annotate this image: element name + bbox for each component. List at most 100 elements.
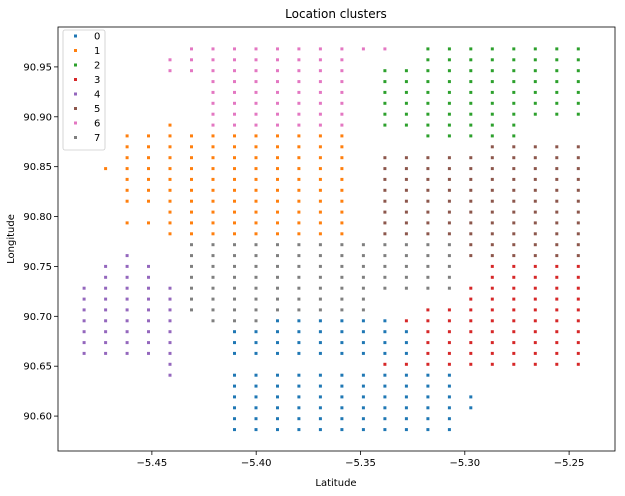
point-series-5 <box>533 199 537 203</box>
point-series-0 <box>297 428 301 432</box>
point-series-6 <box>318 123 322 127</box>
point-series-1 <box>190 156 193 160</box>
point-series-0 <box>276 319 279 323</box>
point-series-3 <box>533 286 537 290</box>
point-series-0 <box>276 373 279 377</box>
point-series-1 <box>297 134 301 138</box>
point-series-5 <box>490 243 494 247</box>
point-series-0 <box>318 341 322 345</box>
point-series-5 <box>490 156 494 160</box>
point-series-5 <box>447 177 451 181</box>
point-series-6 <box>276 101 279 105</box>
point-series-7 <box>233 319 236 323</box>
point-series-1 <box>254 145 258 149</box>
point-series-3 <box>490 286 494 290</box>
point-series-7 <box>276 308 279 312</box>
point-series-4 <box>147 308 150 312</box>
point-series-0 <box>254 406 258 410</box>
point-series-5 <box>576 188 580 192</box>
point-series-1 <box>168 221 172 225</box>
point-series-6 <box>254 123 258 127</box>
point-series-5 <box>426 156 430 160</box>
point-series-3 <box>533 264 537 268</box>
point-series-2 <box>576 47 580 51</box>
point-series-4 <box>168 362 172 366</box>
point-series-4 <box>104 286 108 290</box>
point-series-5 <box>447 210 451 214</box>
point-series-1 <box>211 221 215 225</box>
x-axis: −5.45 −5.40 −5.35 −5.30 −5.25 <box>137 451 584 469</box>
point-series-6 <box>297 90 301 94</box>
point-series-6 <box>233 123 236 127</box>
point-series-5 <box>490 188 494 192</box>
point-series-1 <box>190 167 193 171</box>
point-series-0 <box>426 428 430 432</box>
point-series-7 <box>361 264 365 268</box>
point-series-5 <box>404 210 408 214</box>
point-series-3 <box>447 341 451 345</box>
point-series-7 <box>318 308 322 312</box>
point-series-7 <box>383 254 387 258</box>
point-series-0 <box>361 417 365 421</box>
point-series-1 <box>233 167 236 171</box>
point-series-5 <box>447 167 451 171</box>
point-series-7 <box>447 264 451 268</box>
x-tick-label: −5.45 <box>137 458 168 469</box>
point-series-6 <box>297 123 301 127</box>
point-series-0 <box>318 330 322 334</box>
point-series-0 <box>383 373 387 377</box>
point-series-4 <box>82 308 86 312</box>
point-series-0 <box>340 384 344 388</box>
point-series-0 <box>318 319 322 323</box>
point-series-3 <box>426 330 430 334</box>
point-series-1 <box>211 177 215 181</box>
point-series-0 <box>340 417 344 421</box>
point-series-1 <box>297 210 301 214</box>
point-series-7 <box>190 275 193 279</box>
point-series-6 <box>276 58 279 62</box>
point-series-7 <box>190 297 193 301</box>
point-series-1 <box>168 188 172 192</box>
point-series-2 <box>512 112 516 116</box>
point-series-0 <box>383 330 387 334</box>
point-series-3 <box>447 308 451 312</box>
point-series-5 <box>533 167 537 171</box>
point-series-1 <box>125 188 129 192</box>
point-series-0 <box>297 406 301 410</box>
point-series-5 <box>383 210 387 214</box>
point-series-4 <box>82 341 86 345</box>
point-series-6 <box>254 101 258 105</box>
point-series-1 <box>254 177 258 181</box>
point-series-5 <box>555 254 559 258</box>
point-series-4 <box>147 275 150 279</box>
point-series-7 <box>318 297 322 301</box>
point-series-3 <box>512 264 516 268</box>
point-series-0 <box>361 341 365 345</box>
point-series-7 <box>404 254 408 258</box>
point-series-1 <box>254 167 258 171</box>
legend-label-4: 4 <box>94 90 100 101</box>
point-series-0 <box>404 373 408 377</box>
point-series-2 <box>426 112 430 116</box>
point-series-0 <box>233 428 236 432</box>
point-series-0 <box>447 373 451 377</box>
point-series-1 <box>340 156 344 160</box>
point-series-1 <box>168 232 172 236</box>
point-series-0 <box>254 351 258 355</box>
point-series-0 <box>426 395 430 399</box>
point-series-1 <box>297 156 301 160</box>
point-series-2 <box>383 69 387 73</box>
point-series-2 <box>447 123 451 127</box>
point-series-5 <box>555 145 559 149</box>
point-series-0 <box>340 428 344 432</box>
point-series-1 <box>168 199 172 203</box>
point-series-6 <box>211 90 215 94</box>
point-series-3 <box>555 351 559 355</box>
point-series-2 <box>576 101 580 105</box>
y-tick-label: 90.70 <box>23 312 52 323</box>
point-series-7 <box>340 254 344 258</box>
point-series-5 <box>512 221 516 225</box>
point-series-1 <box>318 232 322 236</box>
point-series-0 <box>297 330 301 334</box>
point-series-1 <box>125 145 129 149</box>
